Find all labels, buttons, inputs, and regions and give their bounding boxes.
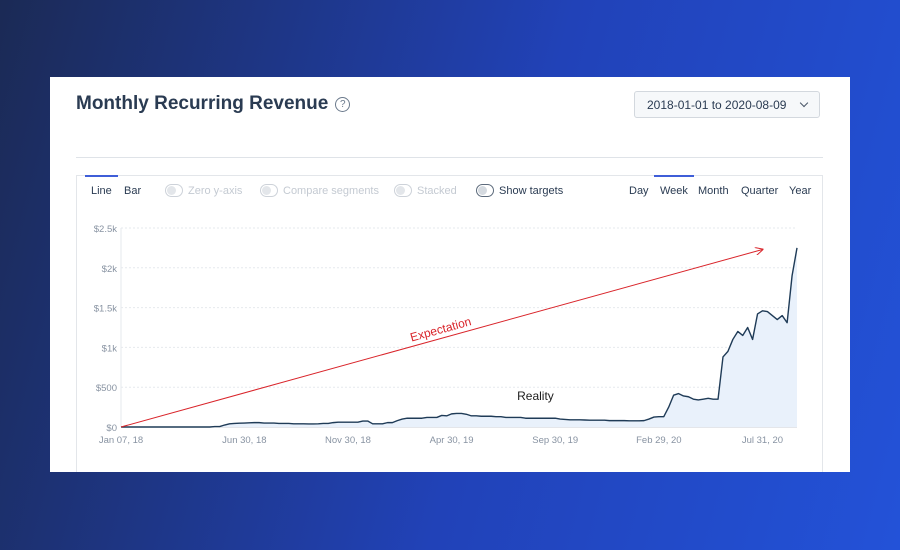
mrr-series-line [121,247,798,428]
mrr-card: Monthly Recurring Revenue ? 2018-01-01 t… [50,77,850,472]
toggle-switch[interactable] [260,184,278,197]
chevron-down-icon [799,98,809,108]
chart-panel: Line Bar Zero y-axis Compare segments St… [76,175,823,472]
interval-week[interactable]: Week [654,175,694,197]
toggle-label: Compare segments [283,184,379,197]
tab-bar[interactable]: Bar [124,185,142,197]
mrr-area [121,247,797,427]
x-tick-label: Feb 29, 20 [636,435,681,446]
toggle-compare-segments[interactable]: Compare segments [260,184,379,197]
x-tick-label: Jan 07, 18 [99,435,143,446]
toggle-switch[interactable] [165,184,183,197]
interval-quarter[interactable]: Quarter [741,185,779,197]
y-tick-label: $500 [96,383,117,394]
toggle-stacked[interactable]: Stacked [394,184,457,197]
toggle-switch[interactable] [476,184,494,197]
x-tick-label: Jul 31, 20 [742,435,783,446]
date-range-select[interactable]: 2018-01-01 to 2020-08-09 [634,91,820,118]
toggle-zero-y-axis[interactable]: Zero y-axis [165,184,242,197]
y-tick-label: $2k [102,264,118,275]
title-row: Monthly Recurring Revenue ? [76,93,351,115]
divider [76,157,823,158]
y-tick-label: $1k [102,343,118,354]
date-range-label: 2018-01-01 to 2020-08-09 [647,97,787,112]
x-tick-label: Sep 30, 19 [532,435,578,446]
y-tick-label: $1.5k [94,304,117,315]
interval-year[interactable]: Year [789,185,812,197]
interval-day[interactable]: Day [629,185,649,197]
interval-month[interactable]: Month [698,185,729,197]
toggle-label: Show targets [499,184,564,197]
help-circle-icon[interactable]: ? [335,96,351,112]
page-title: Monthly Recurring Revenue [76,93,329,114]
mrr-line-chart: $0 $500 $1k $1.5k $2k $2.5k Jan 07, 18 Jun 30, … [94,224,798,446]
toggle-label: Zero y-axis [188,184,243,197]
x-tick-label: Apr 30, 19 [430,435,474,446]
toggle-label: Stacked [417,184,457,197]
y-tick-label: $0 [106,423,117,434]
expectation-arrow [120,249,762,428]
reality-label: Reality [517,389,554,403]
y-tick-label: $2.5k [94,224,117,235]
expectation-label: Expectation [409,314,473,344]
toggle-show-targets[interactable]: Show targets [476,184,563,197]
toggle-switch[interactable] [394,184,412,197]
x-tick-label: Nov 30, 18 [325,435,371,446]
x-tick-label: Jun 30, 18 [222,435,266,446]
chart-toolbar: Line Bar Zero y-axis Compare segments St… [77,175,822,204]
tab-line[interactable]: Line [85,175,118,197]
